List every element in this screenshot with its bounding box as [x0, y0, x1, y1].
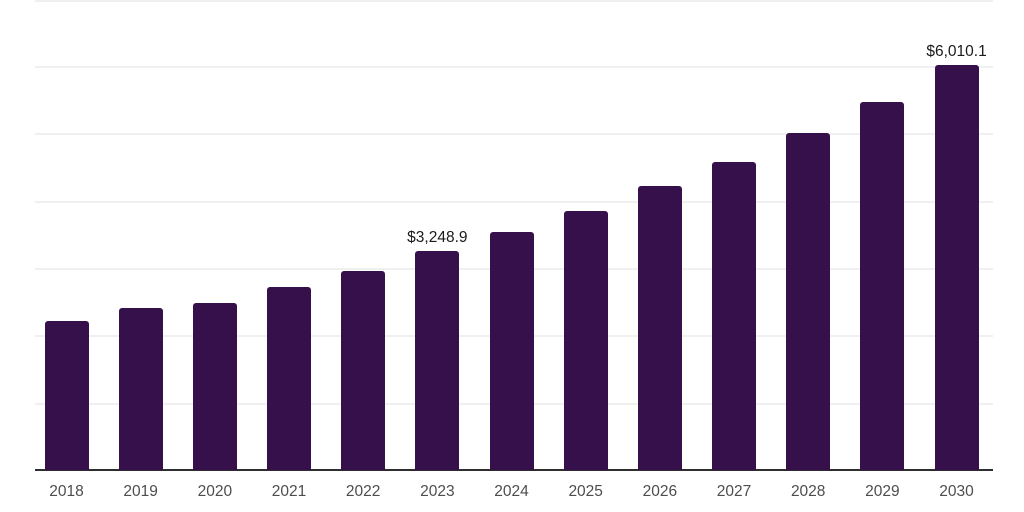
x-axis-label-2020: 2020 [197, 483, 233, 500]
bar-2020 [192, 303, 237, 470]
x-axis-label-2022: 2022 [345, 483, 381, 500]
x-axis-label-2018: 2018 [49, 483, 84, 500]
x-axis-line [35, 469, 993, 471]
bar-2023 [415, 251, 460, 470]
gridline [35, 200, 993, 203]
bar-2022 [341, 271, 386, 470]
bar-2026 [637, 185, 682, 470]
gridline [35, 0, 993, 2]
data-label-2030: $6,010.1 [926, 43, 987, 61]
bar-2019 [118, 307, 163, 470]
x-axis-label-2019: 2019 [123, 483, 158, 500]
gridline [35, 66, 993, 68]
bar-2024 [489, 232, 534, 470]
gridline [35, 133, 993, 136]
data-label-2023: $3,248.9 [407, 229, 468, 247]
bar-2027 [712, 162, 757, 470]
bar-2029 [860, 101, 905, 470]
x-axis-label-2023: 2023 [420, 483, 455, 500]
x-axis-label-2029: 2029 [865, 483, 900, 500]
x-axis-label-2025: 2025 [568, 483, 603, 500]
bar-2025 [563, 210, 608, 470]
x-axis-label-2026: 2026 [642, 483, 678, 500]
bar-2018 [44, 321, 89, 470]
bar-2030 [934, 65, 979, 470]
x-axis-label-2021: 2021 [271, 483, 307, 500]
x-axis-label-2030: 2030 [939, 483, 974, 500]
bar-2028 [786, 133, 831, 470]
bar-2021 [267, 286, 311, 470]
x-axis-label-2027: 2027 [716, 483, 752, 500]
x-axis-label-2028: 2028 [790, 483, 826, 500]
x-axis-label-2024: 2024 [494, 483, 529, 500]
